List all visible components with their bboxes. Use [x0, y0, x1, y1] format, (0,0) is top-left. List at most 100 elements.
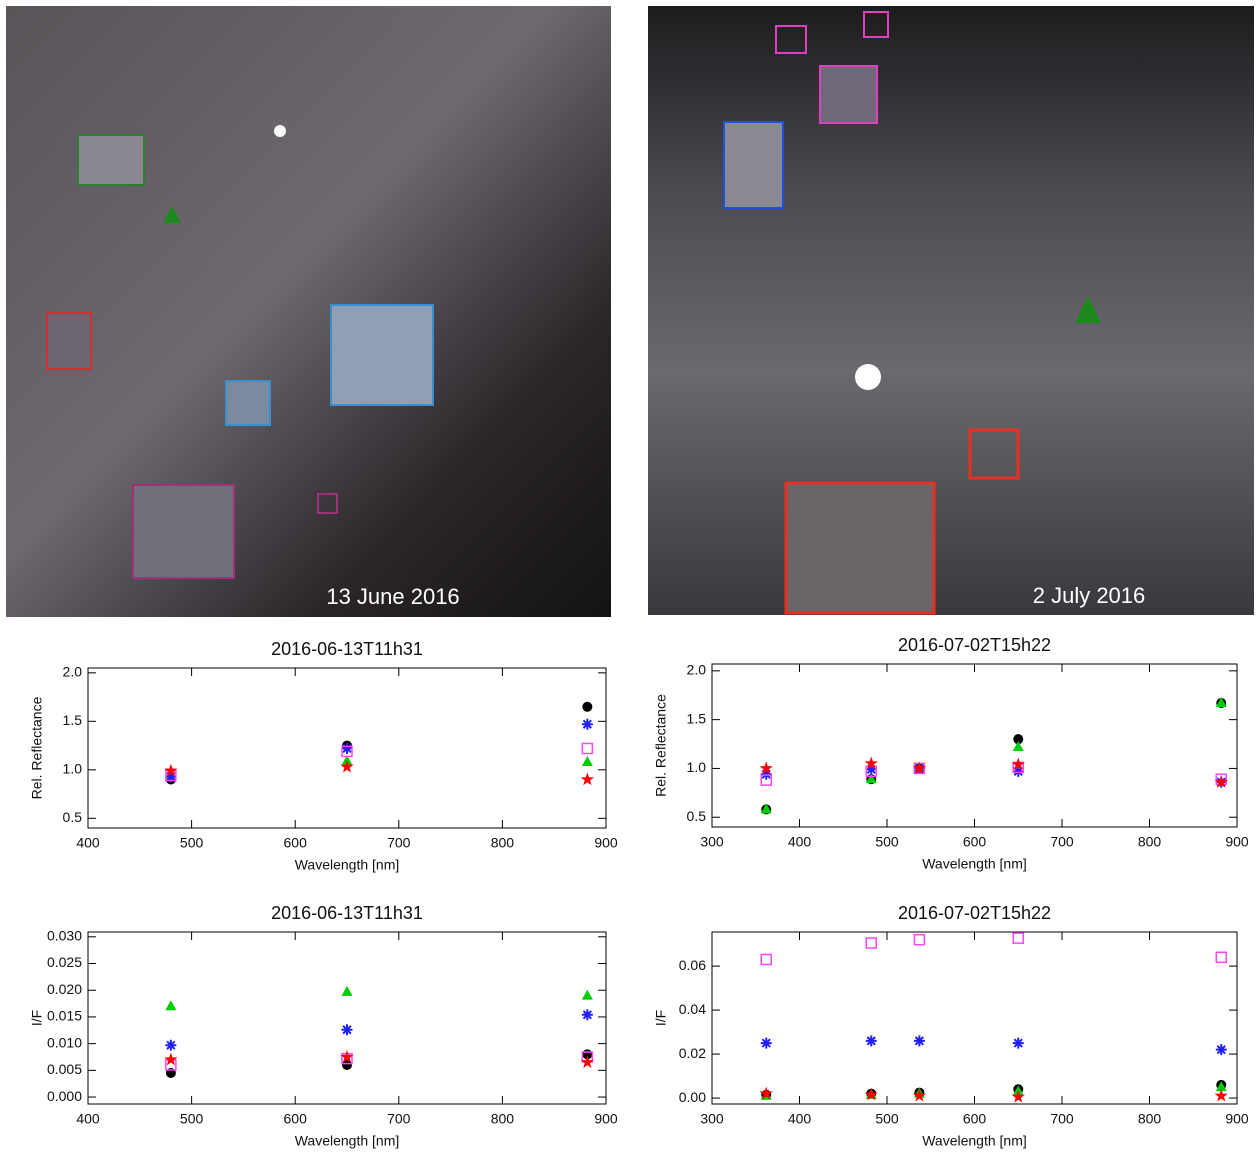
y-tick-label: 0.06 [679, 957, 706, 973]
y-tick-label: 0.015 [47, 1008, 82, 1024]
y-axis-label: I/F [653, 1010, 669, 1026]
point [341, 742, 353, 754]
x-tick-label: 700 [1050, 834, 1074, 850]
x-tick-label: 600 [284, 835, 308, 851]
point [1214, 1088, 1228, 1102]
point [1215, 1081, 1227, 1092]
x-tick-label: 600 [963, 1111, 987, 1127]
point [1214, 775, 1228, 788]
point [1011, 1089, 1025, 1103]
x-tick-label: 800 [1138, 1111, 1162, 1127]
point [581, 989, 593, 1000]
point [582, 701, 593, 712]
chart: 2016-07-02T15h22 Wavelength [nm] Rel. Refl… [653, 635, 1249, 872]
x-tick-label: 900 [594, 1111, 618, 1127]
x-tick-label: 400 [76, 1111, 100, 1127]
chart: 2016-07-02T15h22 Wavelength [nm] I/F 300 400… [653, 903, 1249, 1149]
point [1012, 932, 1024, 944]
x-tick-label: 900 [1225, 834, 1249, 850]
point [341, 745, 353, 758]
y-tick-label: 1.5 [687, 710, 707, 726]
y-tick-label: 2.0 [63, 664, 83, 680]
x-tick-label: 700 [387, 1111, 411, 1127]
y-tick-label: 0.025 [47, 954, 82, 970]
point [581, 742, 594, 755]
point [164, 763, 178, 777]
plot-frame [711, 931, 1238, 1105]
x-tick-label: 700 [1050, 1111, 1074, 1127]
point [760, 953, 772, 966]
y-tick-label: 0.010 [47, 1034, 82, 1050]
point [581, 1009, 593, 1021]
x-tick-label: 900 [1225, 1111, 1249, 1127]
point [760, 768, 772, 780]
point [581, 718, 593, 730]
x-axis-label: Wavelength [nm] [922, 1133, 1027, 1149]
point [340, 1049, 354, 1063]
point [865, 937, 877, 949]
point [1012, 765, 1024, 777]
chart-title: 2016-06-13T11h31 [271, 903, 423, 923]
point [1013, 734, 1024, 745]
x-tick-label: 300 [700, 1111, 724, 1127]
point [865, 773, 877, 784]
y-axis-label: I/F [29, 1010, 45, 1026]
photo-caption: 2 July 2016 [1033, 583, 1146, 608]
plot-frame [87, 667, 607, 829]
point [341, 1024, 353, 1036]
x-tick-label: 500 [875, 1111, 899, 1127]
point [760, 803, 772, 814]
x-tick-label: 500 [180, 835, 204, 851]
point [1215, 951, 1227, 964]
y-tick-label: 0.005 [47, 1061, 82, 1077]
y-tick-label: 0.00 [679, 1089, 706, 1105]
x-tick-label: 300 [700, 834, 724, 850]
point [342, 1060, 352, 1071]
y-tick-label: 0.000 [47, 1088, 82, 1104]
point [165, 1000, 177, 1011]
x-axis-label: Wavelength [nm] [295, 1133, 400, 1149]
point [164, 1052, 178, 1066]
x-tick-label: 600 [963, 834, 987, 850]
point [912, 1088, 927, 1102]
point [1215, 1044, 1227, 1056]
x-tick-label: 400 [788, 834, 812, 850]
point [864, 756, 878, 770]
photo-left: 13 June 2016 [6, 6, 611, 617]
point [760, 1037, 772, 1049]
chart-title: 2016-07-02T15h22 [898, 903, 1051, 923]
x-tick-label: 400 [788, 1111, 812, 1127]
chart-title: 2016-06-13T11h31 [271, 639, 423, 659]
x-tick-label: 800 [491, 835, 515, 851]
point [580, 1055, 595, 1068]
point [759, 1086, 773, 1100]
y-tick-label: 0.5 [63, 809, 83, 825]
y-tick-label: 1.0 [63, 761, 83, 777]
x-axis-label: Wavelength [nm] [922, 856, 1027, 872]
plot-frame [87, 931, 607, 1105]
y-axis-label: Rel. Reflectance [29, 696, 45, 799]
x-tick-label: 900 [594, 835, 618, 851]
point [1012, 1037, 1024, 1049]
point [913, 1035, 925, 1047]
x-tick-label: 500 [180, 1111, 204, 1127]
chart: 2016-06-13T11h31 Wavelength [nm] Rel. Refl… [29, 639, 618, 873]
photo-right: 2 July 2016 [648, 6, 1254, 615]
x-tick-label: 500 [875, 834, 899, 850]
plot-frame [711, 663, 1238, 828]
y-tick-label: 0.020 [47, 981, 82, 997]
y-tick-label: 0.5 [687, 808, 707, 824]
y-tick-label: 0.04 [679, 1001, 706, 1017]
point [580, 772, 595, 786]
point [865, 1035, 877, 1047]
point [760, 774, 772, 786]
point [1215, 697, 1227, 708]
point [865, 765, 877, 778]
x-axis-label: Wavelength [nm] [295, 857, 400, 873]
point [341, 985, 353, 996]
point [913, 933, 926, 946]
y-tick-label: 1.0 [687, 759, 707, 775]
chart-title: 2016-07-02T15h22 [898, 635, 1051, 655]
y-tick-label: 0.02 [679, 1045, 706, 1061]
